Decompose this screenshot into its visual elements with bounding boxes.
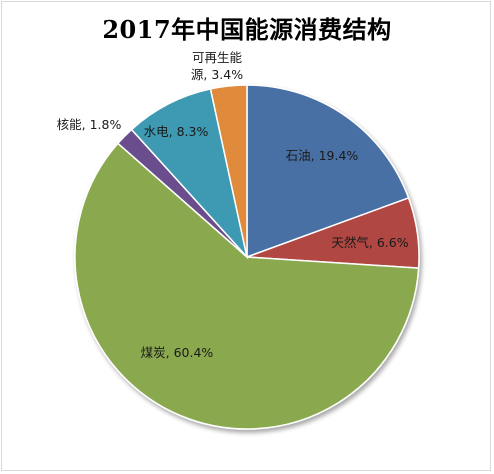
pie-slice-label-1: 石油, 19.4% xyxy=(286,148,359,163)
chart-title: 2017年中国能源消费结构 xyxy=(102,15,392,44)
pie-slice-1 xyxy=(246,84,410,259)
pie-slice-label-2: 天然气, 6.6% xyxy=(331,235,408,250)
pie-slice-label-5: 水电, 8.3% xyxy=(144,124,209,139)
pie-slice-6 xyxy=(209,84,248,258)
pie-slice-label-6: 可再生能源, 3.4% xyxy=(191,50,243,82)
pie-slice-3 xyxy=(74,142,420,430)
pie-slice-label-3: 煤炭, 60.4% xyxy=(141,345,214,360)
pie-slice-label-4: 核能, 1.8% xyxy=(57,117,122,132)
pie-slice-5 xyxy=(130,88,249,260)
